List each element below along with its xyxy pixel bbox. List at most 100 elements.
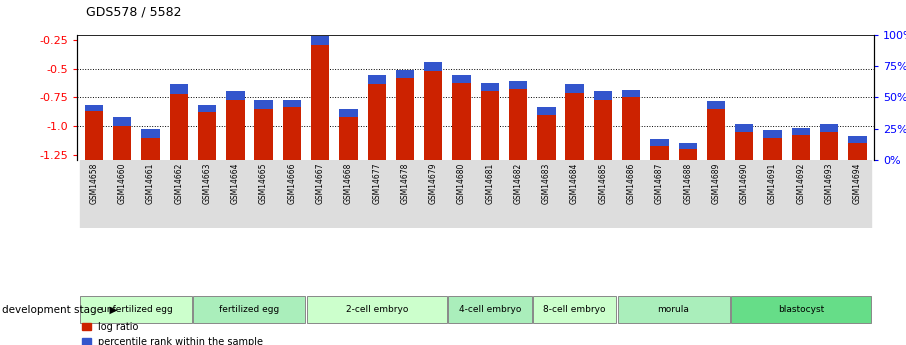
Text: development stage  ▶: development stage ▶ xyxy=(2,305,117,315)
Bar xyxy=(764,138,782,160)
Bar xyxy=(390,160,419,228)
Bar xyxy=(532,160,561,228)
Text: GSM14680: GSM14680 xyxy=(457,162,466,204)
Bar xyxy=(448,160,476,228)
Bar xyxy=(622,97,641,160)
Text: GSM14693: GSM14693 xyxy=(824,162,834,204)
Bar xyxy=(137,160,165,228)
Bar xyxy=(820,132,838,160)
Bar xyxy=(651,139,669,146)
Bar xyxy=(198,105,217,112)
FancyBboxPatch shape xyxy=(194,296,305,323)
Bar xyxy=(311,45,330,160)
Text: GSM14663: GSM14663 xyxy=(203,162,212,204)
Bar xyxy=(198,112,217,160)
Bar xyxy=(419,160,448,228)
Bar xyxy=(707,109,725,160)
Bar xyxy=(792,128,810,135)
Bar xyxy=(193,160,221,228)
Bar xyxy=(537,107,555,115)
Text: GSM14667: GSM14667 xyxy=(315,162,324,204)
Text: GSM14678: GSM14678 xyxy=(400,162,410,204)
Bar xyxy=(255,109,273,160)
Text: GSM14661: GSM14661 xyxy=(146,162,155,204)
Bar xyxy=(424,71,442,160)
Text: GSM14682: GSM14682 xyxy=(514,162,523,204)
FancyBboxPatch shape xyxy=(730,296,871,323)
Bar xyxy=(504,160,532,228)
Bar xyxy=(85,105,103,111)
FancyBboxPatch shape xyxy=(81,296,192,323)
Text: 2-cell embryo: 2-cell embryo xyxy=(345,305,408,314)
Text: GSM14681: GSM14681 xyxy=(486,162,495,204)
Text: GSM14679: GSM14679 xyxy=(429,162,438,204)
Bar xyxy=(565,84,583,93)
Text: GSM14677: GSM14677 xyxy=(372,162,381,204)
Bar xyxy=(702,160,730,228)
Bar xyxy=(617,160,645,228)
Text: GSM14686: GSM14686 xyxy=(627,162,636,204)
Bar xyxy=(368,84,386,160)
Bar xyxy=(645,160,673,228)
Bar xyxy=(306,160,334,228)
Text: GSM14694: GSM14694 xyxy=(853,162,862,204)
Text: GSM14683: GSM14683 xyxy=(542,162,551,204)
Bar xyxy=(848,143,866,160)
Bar xyxy=(593,91,612,100)
Text: GSM14690: GSM14690 xyxy=(739,162,748,204)
Text: GSM14684: GSM14684 xyxy=(570,162,579,204)
FancyBboxPatch shape xyxy=(618,296,729,323)
Text: fertilized egg: fertilized egg xyxy=(219,305,280,314)
Bar xyxy=(565,93,583,160)
Bar xyxy=(764,130,782,138)
Bar xyxy=(169,94,188,160)
Bar xyxy=(108,160,137,228)
FancyBboxPatch shape xyxy=(533,296,616,323)
Bar xyxy=(226,100,245,160)
Bar xyxy=(843,160,872,228)
Bar xyxy=(735,124,754,132)
Bar xyxy=(113,126,131,160)
Bar xyxy=(820,124,838,132)
Text: GSM14691: GSM14691 xyxy=(768,162,777,204)
Bar xyxy=(368,75,386,84)
Text: GSM14692: GSM14692 xyxy=(796,162,805,204)
Bar xyxy=(814,160,843,228)
Text: GSM14685: GSM14685 xyxy=(598,162,607,204)
Bar xyxy=(561,160,589,228)
Bar xyxy=(480,91,499,160)
Bar xyxy=(80,160,108,228)
Text: GSM14689: GSM14689 xyxy=(711,162,720,204)
Text: GDS578 / 5582: GDS578 / 5582 xyxy=(86,6,181,19)
Bar xyxy=(452,75,471,82)
Bar xyxy=(396,78,414,160)
Bar xyxy=(480,83,499,91)
Bar xyxy=(593,100,612,160)
FancyBboxPatch shape xyxy=(448,296,532,323)
Bar xyxy=(792,135,810,160)
Bar xyxy=(589,160,617,228)
Bar xyxy=(339,109,358,117)
Bar xyxy=(509,81,527,89)
Text: GSM14668: GSM14668 xyxy=(344,162,353,204)
Bar xyxy=(758,160,786,228)
Bar xyxy=(786,160,814,228)
Bar xyxy=(283,100,301,107)
Bar xyxy=(452,82,471,160)
Bar xyxy=(113,117,131,126)
Text: GSM14665: GSM14665 xyxy=(259,162,268,204)
Bar xyxy=(679,143,697,149)
Bar xyxy=(249,160,278,228)
Text: GSM14687: GSM14687 xyxy=(655,162,664,204)
Bar xyxy=(848,136,866,143)
Bar xyxy=(311,36,330,45)
Bar xyxy=(362,160,390,228)
Bar xyxy=(673,160,702,228)
Text: GSM14662: GSM14662 xyxy=(174,162,183,204)
Bar xyxy=(141,138,159,160)
Bar xyxy=(278,160,306,228)
Bar xyxy=(339,117,358,160)
Bar xyxy=(85,111,103,160)
FancyBboxPatch shape xyxy=(306,296,447,323)
Bar xyxy=(679,149,697,160)
